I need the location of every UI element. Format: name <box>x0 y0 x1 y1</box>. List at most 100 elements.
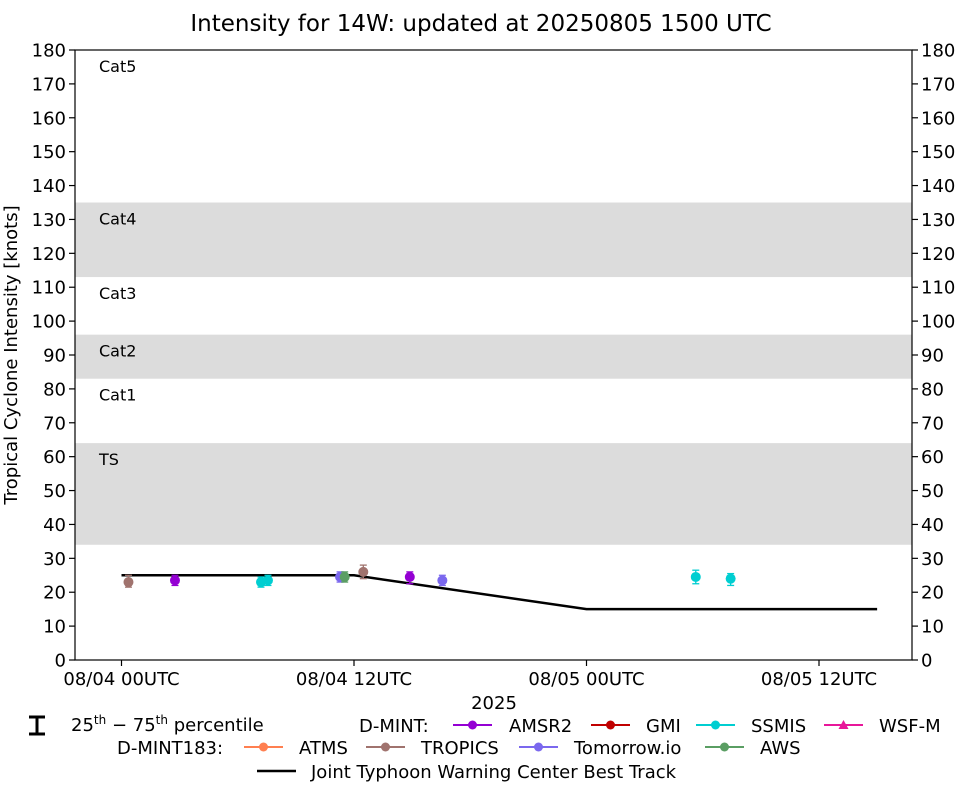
y-tick-label-left: 120 <box>32 244 66 265</box>
tropics-point <box>358 564 369 580</box>
best-track-line <box>121 574 878 611</box>
legend-entry-gmi: GMI <box>591 716 681 737</box>
percentile-legend-label: 25th − 75th percentile <box>71 713 264 736</box>
ssmis-marker <box>690 571 701 582</box>
category-label-cat5: Cat5 <box>99 57 136 76</box>
y-tick-label-right: 10 <box>921 617 944 638</box>
y-tick-label-left: 90 <box>43 346 66 367</box>
legend-entry-aws: AWS <box>705 738 801 759</box>
y-tick-label-right: 140 <box>921 176 955 197</box>
legend-entry-atms: ATMS <box>244 738 348 759</box>
y-tick-label-right: 100 <box>921 312 955 333</box>
y-tick-label-right: 0 <box>921 651 932 672</box>
legend-marker-amsr2 <box>468 720 477 730</box>
y-tick-label-left: 50 <box>43 481 66 502</box>
legend-entry-ssmis: SSMIS <box>696 716 806 737</box>
x-tick-label: 08/04 12UTC <box>296 669 412 690</box>
ssmis-marker <box>262 575 273 586</box>
dmint-group-label: D-MINT: <box>359 716 429 737</box>
legend-label-amsr2: AMSR2 <box>509 716 572 737</box>
legend-label-ssmis: SSMIS <box>751 716 806 737</box>
legend-label-gmi: GMI <box>646 716 681 737</box>
category-band-cat4 <box>75 202 912 278</box>
y-tick-label-left: 100 <box>32 312 66 333</box>
data-points <box>123 564 736 588</box>
category-label-cat2: Cat2 <box>99 342 136 361</box>
x-tick-label: 08/04 00UTC <box>63 669 179 690</box>
legend-marker-ssmis <box>711 720 720 730</box>
tropics-marker <box>358 566 369 577</box>
dmint183-group-label: D-MINT183: <box>117 738 223 759</box>
y-tick-label-right: 150 <box>921 142 955 163</box>
category-band-cat2 <box>75 334 912 379</box>
ssmis-point <box>262 574 273 587</box>
tropics-marker <box>123 577 134 588</box>
y-tick-label-left: 150 <box>32 142 66 163</box>
category-label-ts: TS <box>98 450 119 469</box>
y-tick-label-right: 50 <box>921 481 944 502</box>
y-tick-label-left: 180 <box>32 41 66 62</box>
x-tick-label: 08/05 00UTC <box>528 669 644 690</box>
y-tick-label-right: 40 <box>921 515 944 536</box>
best-track-layer <box>121 574 878 611</box>
category-label-cat1: Cat1 <box>99 386 136 405</box>
y-tick-label-left: 0 <box>55 651 66 672</box>
y-tick-label-left: 10 <box>43 617 66 638</box>
legend-marker-atms <box>259 742 268 752</box>
amsr2-marker <box>169 575 180 586</box>
category-band-ts <box>75 443 912 545</box>
legend-entry-tomorrow-io: Tomorrow.io <box>519 738 681 759</box>
category-label-cat4: Cat4 <box>99 210 136 229</box>
y-tick-label-left: 80 <box>43 379 66 400</box>
aws-marker <box>339 571 350 582</box>
y-tick-label-left: 20 <box>43 583 66 604</box>
tomorrow-io-point <box>437 574 448 587</box>
y-tick-label-left: 130 <box>32 210 66 231</box>
legend-marker-aws <box>720 742 729 752</box>
y-tick-label-right: 20 <box>921 583 944 604</box>
ssmis-marker <box>725 573 736 584</box>
legend-entry-tropics: TROPICS <box>366 738 499 759</box>
y-tick-label-right: 120 <box>921 244 955 265</box>
best-track-legend-label: Joint Typhoon Warning Center Best Track <box>310 762 677 783</box>
y-tick-label-left: 170 <box>32 74 66 95</box>
amsr2-point <box>404 571 415 585</box>
ssmis-point <box>725 572 736 587</box>
x-axis-ticks: 08/04 00UTC 08/04 12UTC 08/05 00UTC 08/05 1… <box>63 660 877 690</box>
x-axis-label: 2025 <box>471 693 517 714</box>
legend-label-tropics: TROPICS <box>420 738 499 759</box>
y-tick-label-right: 90 <box>921 346 944 367</box>
legend-label-atms: ATMS <box>299 738 348 759</box>
tropics-point <box>123 574 134 588</box>
y-tick-label-right: 80 <box>921 379 944 400</box>
legend-label-aws: AWS <box>760 738 801 759</box>
category-label-cat3: Cat3 <box>99 284 136 303</box>
category-bands <box>75 202 912 545</box>
aws-point <box>339 571 350 583</box>
y-tick-label-right: 110 <box>921 278 955 299</box>
legend-marker-gmi <box>606 720 615 730</box>
y-axis-label: Tropical Cyclone Intensity [knots] <box>1 205 22 505</box>
legend-marker-tomorrow-io <box>534 742 543 752</box>
legend-label-wsf-m: WSF-M <box>879 716 941 737</box>
y-tick-label-left: 160 <box>32 108 66 129</box>
y-tick-label-right: 130 <box>921 210 955 231</box>
amsr2-point <box>169 574 180 587</box>
y-axis-ticks: 0 0 10 10 20 20 30 30 40 40 50 50 60 60 70 70 80 80 90 90 10… <box>32 41 956 672</box>
ssmis-point <box>690 569 701 585</box>
legend-series-entries: AMSR2 GMI SSMIS WSF-M ATMS TROPICS Tomorrow.io… <box>244 716 941 759</box>
legend: 25th − 75th percentile D-MINT: D-MINT183… <box>29 713 941 783</box>
y-tick-label-left: 60 <box>43 447 66 468</box>
y-tick-label-right: 70 <box>921 413 944 434</box>
y-tick-label-left: 70 <box>43 413 66 434</box>
y-tick-label-right: 60 <box>921 447 944 468</box>
category-band-labels: TS Cat1 Cat2 Cat3 Cat4 Cat5 <box>98 57 136 469</box>
percentile-legend-icon <box>29 715 45 736</box>
x-tick-label: 08/05 12UTC <box>761 669 877 690</box>
legend-marker-wsf-m <box>838 720 849 729</box>
y-tick-label-left: 110 <box>32 278 66 299</box>
y-tick-label-right: 30 <box>921 549 944 570</box>
y-tick-label-left: 40 <box>43 515 66 536</box>
legend-entry-wsf-m: WSF-M <box>824 716 941 737</box>
